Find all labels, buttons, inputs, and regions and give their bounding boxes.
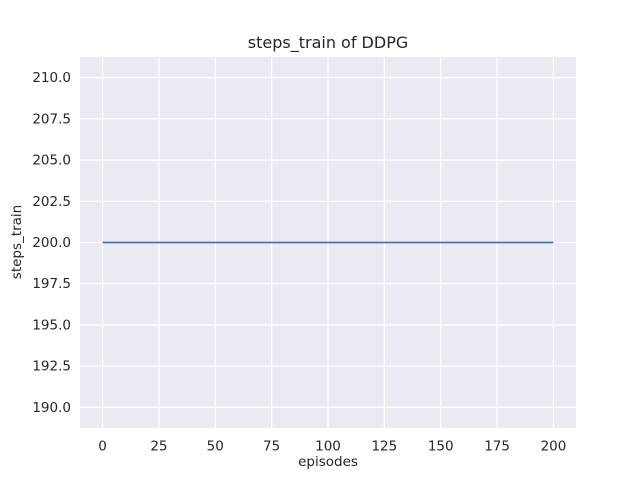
x-tick-label: 75 <box>263 439 280 455</box>
x-tick-label: 0 <box>98 439 107 455</box>
chart-title: steps_train of DDPG <box>247 33 409 52</box>
y-tick-label: 192.5 <box>32 359 71 375</box>
y-tick-label: 197.5 <box>32 276 71 292</box>
y-tick-label: 200.0 <box>32 235 71 251</box>
x-tick-label: 200 <box>541 439 567 455</box>
y-tick-label: 205.0 <box>32 153 71 169</box>
x-tick-label: 150 <box>428 439 454 455</box>
y-axis-label: steps_train <box>9 204 25 280</box>
y-tick-label: 210.0 <box>32 70 71 86</box>
x-tick-label: 175 <box>484 439 510 455</box>
y-tick-label: 207.5 <box>32 111 71 127</box>
x-tick-label: 125 <box>371 439 397 455</box>
y-tick-label: 190.0 <box>32 400 71 416</box>
x-axis-label: episodes <box>298 454 358 470</box>
y-tick-label: 202.5 <box>32 194 71 210</box>
x-tick-label: 100 <box>315 439 341 455</box>
x-tick-label: 50 <box>207 439 224 455</box>
y-tick-label: 195.0 <box>32 317 71 333</box>
x-tick-label: 25 <box>150 439 167 455</box>
